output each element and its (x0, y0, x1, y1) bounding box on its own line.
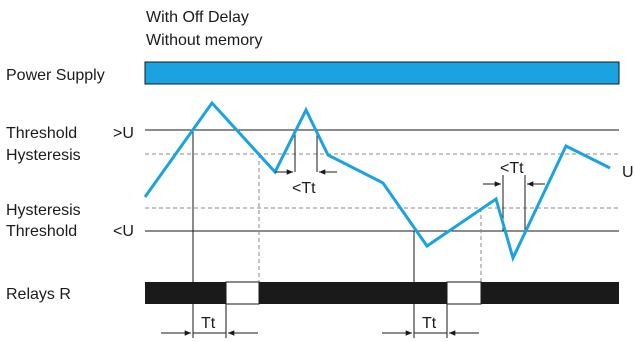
lower-hysteresis-label: Hysteresis (6, 202, 81, 219)
upper-threshold-symbol: >U (113, 125, 134, 142)
header-line-2: Without memory (146, 32, 262, 49)
delay-1-label: Tt (201, 315, 216, 332)
relay-off-segment-1 (225, 281, 260, 305)
lower-threshold-label: Threshold (6, 223, 77, 240)
upper-threshold-label: Threshold (6, 125, 77, 142)
delay-2-label: Tt (422, 315, 437, 332)
power-supply-label: Power Supply (6, 67, 105, 84)
relay-off-segment-2 (446, 281, 482, 305)
short-lower-label: <Tt (500, 160, 524, 177)
relay-on-segment-3 (481, 282, 619, 304)
lower-threshold-symbol: <U (113, 223, 134, 240)
power-supply-bar (144, 61, 620, 85)
relay-on-segment-2 (259, 282, 447, 304)
relays-label: Relays R (6, 286, 71, 303)
upper-hysteresis-label: Hysteresis (6, 147, 81, 164)
voltage-signal-line (143, 100, 611, 263)
short-upper-label: <Tt (292, 180, 316, 197)
header-line-1: With Off Delay (146, 9, 249, 26)
relay-on-segment-1 (145, 282, 226, 304)
signal-label: U (622, 164, 634, 181)
